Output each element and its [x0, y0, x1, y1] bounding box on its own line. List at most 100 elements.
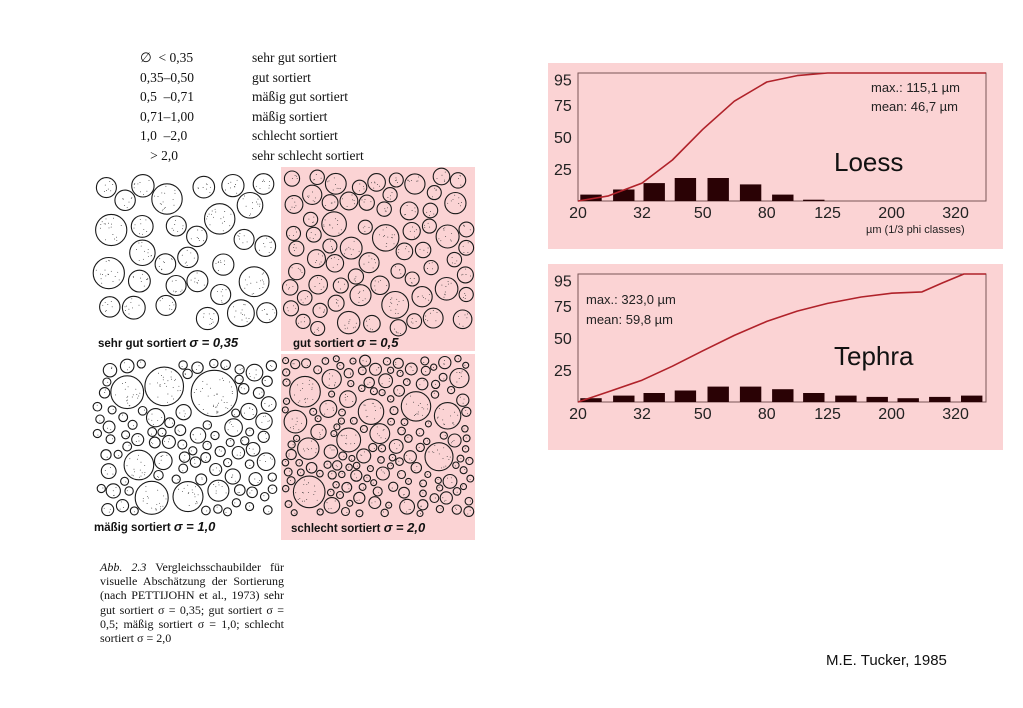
grain-stipple: [397, 389, 398, 391]
grain-stipple: [397, 332, 399, 334]
grain-stipple: [419, 403, 421, 404]
grain-stipple: [232, 426, 234, 428]
grain-stipple: [297, 498, 299, 500]
grain-drawing: [281, 167, 475, 337]
grain-stipple: [353, 200, 355, 202]
grain-stipple: [227, 429, 229, 431]
grain-stipple: [127, 399, 129, 401]
grain-stipple: [113, 494, 115, 496]
grain-circle: [212, 253, 235, 276]
grain-circle: [400, 418, 409, 427]
grain-stipple: [156, 503, 158, 505]
grain-stipple: [396, 448, 398, 450]
grain-circle: [131, 174, 155, 198]
grain-stipple: [314, 197, 316, 199]
y-tick-label: 25: [554, 363, 572, 380]
grain-stipple: [259, 460, 261, 462]
grain-stipple: [261, 279, 263, 281]
grain-stipple: [444, 500, 446, 502]
grain-circle: [165, 274, 187, 297]
grain-stipple: [206, 510, 208, 512]
grain-stipple: [271, 488, 273, 490]
grain-stipple: [151, 413, 153, 415]
grain-stipple: [308, 482, 310, 484]
sorting-label: mäßig gut sortiert: [252, 89, 348, 105]
grain-stipple: [426, 473, 428, 475]
grain-circle: [201, 505, 211, 516]
grain-stipple: [271, 366, 273, 368]
grain-stipple: [360, 454, 362, 456]
grain-circle: [114, 189, 136, 212]
grain-stipple: [294, 228, 296, 230]
grain-stipple: [396, 332, 398, 334]
grain-stipple: [174, 378, 176, 380]
grain-stipple: [230, 404, 232, 406]
grain-stipple: [346, 205, 348, 207]
grain-circle: [340, 506, 351, 517]
grain-circle: [419, 489, 427, 498]
grain-circle: [459, 466, 468, 475]
grain-circle: [435, 224, 460, 249]
grain-circle: [220, 359, 231, 371]
grain-circle: [177, 439, 188, 450]
grain-stipple: [107, 304, 109, 305]
grain-stipple: [319, 307, 321, 309]
grain-stipple: [369, 381, 371, 383]
grain-circle: [172, 481, 204, 513]
grain-stipple: [343, 455, 345, 457]
grain-circle: [382, 187, 398, 203]
grain-stipple: [105, 275, 107, 277]
grain-stipple: [303, 317, 305, 319]
grain-stipple: [123, 507, 125, 509]
grain-stipple: [293, 244, 295, 245]
grain-stipple: [419, 384, 421, 386]
grain-stipple: [225, 289, 227, 291]
grain-circle: [386, 462, 395, 470]
grain-stipple: [242, 440, 244, 442]
grain-stipple: [211, 213, 213, 215]
grain-stipple: [391, 487, 393, 489]
grain-stipple: [444, 424, 445, 426]
grain-stipple: [164, 206, 166, 208]
grain-circle: [267, 484, 278, 495]
grain-stipple: [318, 330, 320, 332]
grain-stipple: [243, 235, 245, 237]
histogram-bar: [707, 386, 729, 402]
grain-stipple: [162, 208, 164, 210]
grain-stipple: [211, 210, 213, 212]
grain-stipple: [315, 448, 317, 450]
grain-stipple: [179, 412, 181, 414]
grain-stipple: [437, 416, 439, 418]
grain-stipple: [443, 423, 445, 425]
grain-stipple: [406, 511, 408, 513]
grain-stipple: [162, 201, 164, 203]
grain-stipple: [405, 248, 406, 250]
grain-stipple: [138, 395, 140, 397]
grain-circle: [137, 405, 148, 416]
y-tick-label: 25: [554, 162, 572, 179]
grain-stipple: [110, 367, 112, 369]
grain-circle: [458, 239, 475, 256]
grain-stipple: [381, 383, 383, 385]
grain-circle: [388, 481, 399, 492]
sorting-range: 1,0 –2,0: [140, 128, 188, 144]
grain-stipple: [263, 415, 265, 417]
grain-stipple: [442, 458, 444, 460]
chart-max: max.: 115,1 µm: [871, 80, 960, 95]
grain-stipple: [140, 475, 142, 477]
grain-stipple: [161, 433, 163, 434]
grain-stipple: [127, 395, 129, 397]
grain-stipple: [285, 400, 287, 402]
grain-stipple: [117, 271, 119, 273]
grain-stipple: [398, 460, 400, 462]
grain-stipple: [378, 492, 379, 494]
grain-stipple: [215, 262, 217, 264]
grain-stipple: [271, 458, 273, 460]
grain-circle: [452, 487, 462, 496]
grain-stipple: [234, 186, 236, 188]
grain-stipple: [365, 416, 367, 418]
grain-stipple: [366, 477, 368, 479]
grain-stipple: [241, 309, 243, 311]
grain-stipple: [182, 470, 184, 472]
grain-stipple: [240, 312, 242, 314]
